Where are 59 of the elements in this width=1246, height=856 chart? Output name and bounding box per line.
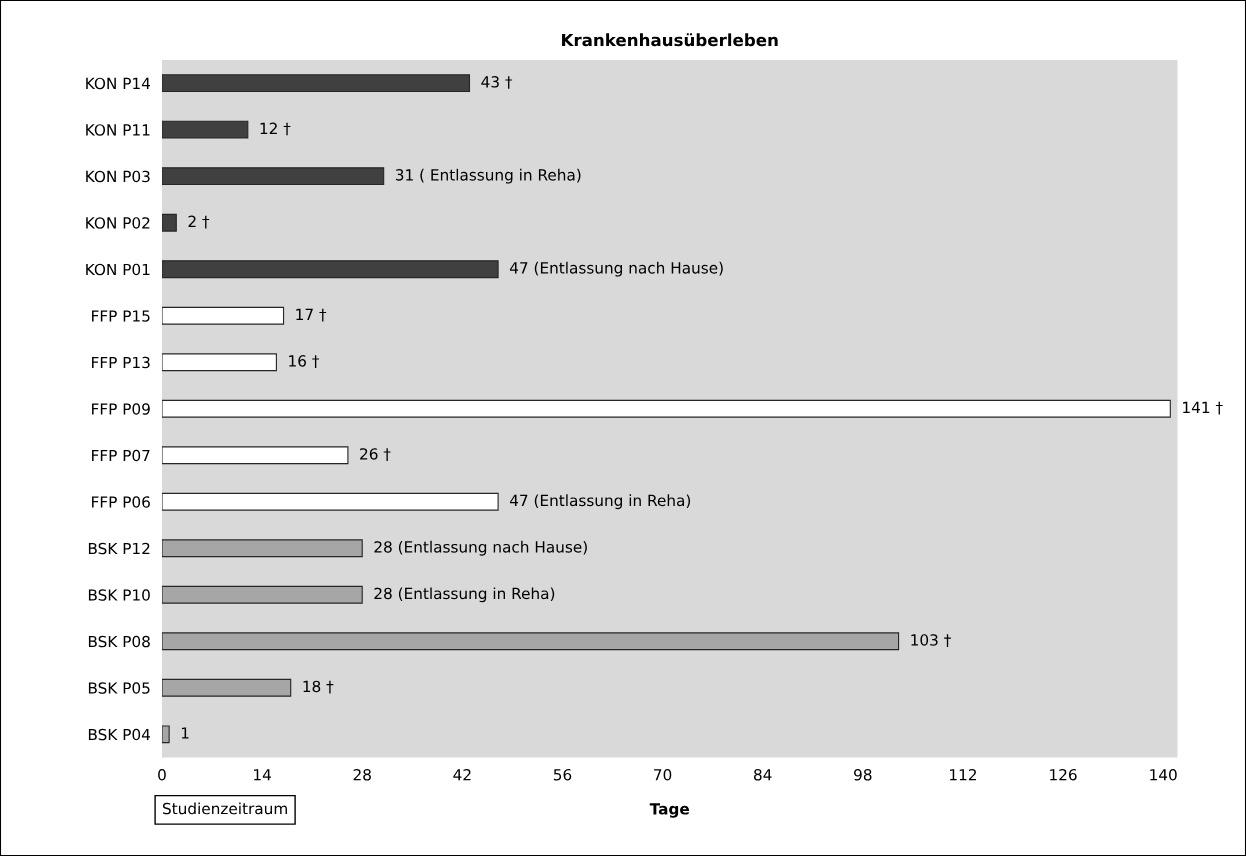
bar [161,678,292,697]
y-tick-label: FFP P13 [92,356,150,369]
x-axis-title: Tage [649,803,690,818]
bar [161,399,1171,418]
data-label: 31 ( Entlassung in Reha) [395,168,581,184]
text: Studienzeitraum [162,802,287,815]
bar [161,74,471,93]
y-tick-label: KON P14 [86,77,151,90]
bar [161,539,363,558]
data-label: 43 † [481,76,513,89]
data-label: 103 † [911,634,951,647]
y-tick-label: KON P02 [86,217,150,229]
y-tick-label: BSK P05 [88,682,150,694]
x-tick-label: 84 [754,768,772,781]
bar [161,120,249,139]
data-label: 17 † [296,308,327,322]
data-label: 2 † [188,215,210,229]
data-label: 28 (Entlassung in Reha) [374,587,555,603]
data-label: 47 (Entlassung nach Hause) [509,261,723,277]
bar [161,446,349,465]
bar [161,306,285,325]
y-tick-label: FFP P15 [92,310,150,322]
y-tick-label: KON P11 [86,124,150,136]
x-tick-label: 28 [353,768,371,781]
y-tick-label: BSK P10 [88,589,150,601]
x-tick-label: 126 [1050,768,1077,781]
bar [161,632,900,651]
bar [161,353,277,372]
y-tick-label: KON P01 [86,263,150,276]
data-label: 12 † [260,122,291,136]
x-tick-label: 56 [553,768,572,781]
x-tick-label: 112 [950,768,976,781]
data-label: 141 † [1183,401,1223,415]
x-tick-label: 140 [1150,768,1177,781]
y-tick-label: KON P03 [86,170,150,183]
x-tick-label: 98 [854,768,872,781]
x-tick-label: 70 [654,768,672,781]
bar [161,213,177,232]
y-tick-label: BSK P08 [88,635,150,648]
data-label: 18 † [303,680,334,694]
x-tick-label: 0 [158,768,166,781]
bar [161,167,385,186]
data-label: 28 (Entlassung nach Hause) [374,540,587,556]
y-tick-label: BSK P12 [88,542,150,555]
data-label: 1 [181,727,189,739]
x-tick-label: 14 [254,769,271,781]
bar [161,260,499,279]
x-tick-label: 42 [453,768,471,781]
bar [161,725,170,744]
y-tick-label: FFP P09 [92,403,150,415]
data-label: 47 (Entlassung in Reha) [509,494,691,510]
y-tick-label: BSK P04 [88,728,151,741]
y-tick-label: FFP P06 [92,496,150,508]
y-tick-label: FFP P07 [92,449,150,462]
bar [161,585,363,604]
data-label: 26 † [360,448,391,461]
bar [161,492,499,511]
data-label: 16 † [289,355,320,368]
chart-title: Krankenhausüberleben [562,33,778,47]
